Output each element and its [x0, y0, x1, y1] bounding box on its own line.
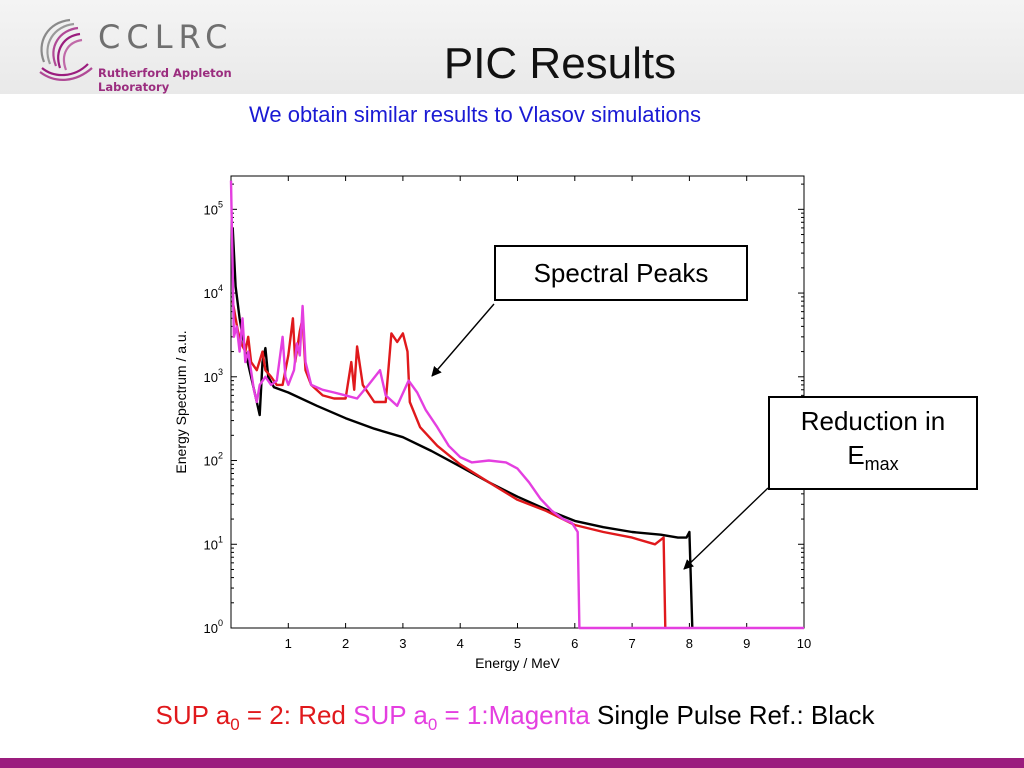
- y-tick-label: 104: [204, 283, 223, 301]
- x-tick-label: 4: [457, 636, 464, 651]
- spectral-peaks-label: Spectral Peaks: [533, 258, 709, 288]
- header-band: [0, 0, 1024, 94]
- red-series-line: [231, 300, 667, 629]
- slide-title: PIC Results: [443, 39, 677, 88]
- spectral-peaks-callout: Spectral Peaks: [494, 245, 748, 301]
- magenta-series-line: [229, 180, 804, 630]
- y-tick-label: 105: [204, 199, 223, 217]
- cclrc-logo: CCLRC Rutherford Appleton Laboratory: [30, 12, 290, 94]
- x-tick-label: 2: [342, 636, 349, 651]
- emax-main: E: [847, 440, 865, 470]
- logo-name: CCLRC: [98, 18, 234, 56]
- emax-sub: max: [864, 454, 899, 475]
- x-axis-label: Energy / MeV: [475, 655, 560, 671]
- x-tick-label: 6: [571, 636, 578, 651]
- legend-red: SUP a0 = 2: Red: [155, 700, 354, 735]
- emax-label: Emax: [770, 438, 976, 481]
- plot-frame: [230, 175, 805, 629]
- y-tick-label: 102: [204, 451, 223, 469]
- x-tick-label: 1: [285, 636, 292, 651]
- x-tick-label: 5: [514, 636, 521, 651]
- bottom-brand-bar: [0, 758, 1024, 768]
- reduction-emax-callout: Reduction in Emax: [768, 396, 978, 490]
- x-tick-label: 7: [628, 636, 635, 651]
- y-tick-label: 103: [204, 367, 223, 385]
- series-legend: SUP a0 = 2: Red SUP a0 = 1:Magenta Singl…: [20, 700, 1010, 735]
- legend-black: Single Pulse Ref.: Black: [597, 700, 875, 730]
- x-tick-label: 8: [686, 636, 693, 651]
- y-tick-label: 100: [204, 618, 223, 636]
- x-tick-label: 10: [797, 636, 811, 651]
- x-tick-label: 3: [399, 636, 406, 651]
- logo-swirl-icon: [39, 18, 93, 81]
- reduction-label: Reduction in: [800, 406, 946, 436]
- energy-spectrum-chart: 1 2 3 4 5 6 7 8 9 10 100 101 102 103 104 105 Energy / Me…: [173, 175, 811, 671]
- slide-subtitle: We obtain similar results to Vlasov simu…: [249, 102, 701, 127]
- logo-subtitle: Rutherford Appleton Laboratory: [98, 66, 232, 94]
- y-axis-label: Energy Spectrum / a.u.: [173, 330, 189, 473]
- y-tick-label: 101: [204, 534, 223, 552]
- legend-magenta: SUP a0 = 1:Magenta: [353, 700, 598, 735]
- x-tick-label: 9: [743, 636, 750, 651]
